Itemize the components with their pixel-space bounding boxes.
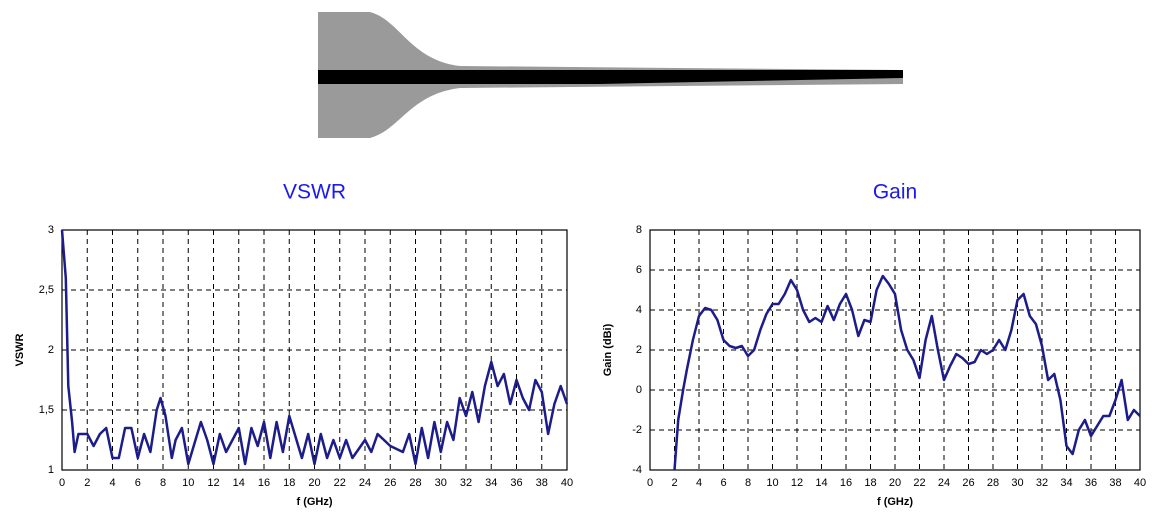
y-tick-label: 2 — [636, 344, 642, 356]
y-tick-label: 6 — [636, 264, 642, 276]
x-tick-label: 24 — [938, 477, 950, 489]
y-tick-label: 8 — [636, 224, 642, 236]
x-tick-label: 16 — [840, 477, 852, 489]
y-axis-label: Gain (dBi) — [602, 323, 614, 376]
x-tick-label: 38 — [536, 477, 548, 489]
x-tick-label: 8 — [160, 477, 166, 489]
data-line — [60, 229, 569, 466]
y-tick-label: -4 — [632, 464, 642, 476]
x-tick-label: 24 — [359, 477, 371, 489]
chart-title: Gain — [873, 181, 917, 204]
antenna-drawing — [318, 12, 903, 138]
y-axis-label: VSWR — [14, 333, 26, 366]
x-tick-label: 32 — [1036, 477, 1048, 489]
x-tick-label: 28 — [987, 477, 999, 489]
y-tick-label: 0 — [636, 384, 642, 396]
x-tick-label: 38 — [1109, 477, 1121, 489]
x-tick-label: 20 — [889, 477, 901, 489]
x-tick-label: 6 — [135, 477, 141, 489]
plot-frame — [649, 229, 1141, 471]
x-tick-label: 22 — [334, 477, 346, 489]
x-tick-label: 4 — [696, 477, 702, 489]
x-tick-label: 30 — [435, 477, 447, 489]
x-tick-label: 4 — [109, 477, 115, 489]
x-tick-label: 2 — [671, 477, 677, 489]
x-tick-label: 30 — [1011, 477, 1023, 489]
x-tick-label: 0 — [59, 477, 65, 489]
x-tick-label: 12 — [207, 477, 219, 489]
x-tick-label: 0 — [647, 477, 653, 489]
plot-frame — [61, 229, 568, 471]
chart-title: VSWR — [283, 181, 346, 204]
x-axis-label: f (GHz) — [877, 496, 913, 508]
x-tick-label: 20 — [308, 477, 320, 489]
x-tick-label: 14 — [815, 477, 827, 489]
x-tick-label: 28 — [409, 477, 421, 489]
x-tick-label: 10 — [182, 477, 194, 489]
y-tick-label: 2 — [48, 344, 54, 356]
y-tick-label: 1 — [48, 464, 54, 476]
y-tick-label: 1,5 — [39, 404, 54, 416]
x-tick-label: 40 — [1134, 477, 1146, 489]
y-tick-label: 4 — [636, 304, 642, 316]
x-tick-label: 2 — [84, 477, 90, 489]
x-tick-label: 10 — [766, 477, 778, 489]
x-tick-label: 14 — [233, 477, 245, 489]
y-tick-label: -2 — [632, 424, 642, 436]
x-tick-label: 18 — [283, 477, 295, 489]
antenna-taper — [600, 78, 903, 84]
x-tick-label: 12 — [791, 477, 803, 489]
x-tick-label: 32 — [460, 477, 472, 489]
x-tick-label: 26 — [384, 477, 396, 489]
data-line — [673, 274, 1141, 471]
x-tick-label: 6 — [720, 477, 726, 489]
x-tick-label: 36 — [1085, 477, 1097, 489]
antenna-strip — [318, 70, 903, 84]
x-tick-label: 34 — [485, 477, 497, 489]
x-tick-label: 18 — [864, 477, 876, 489]
x-tick-label: 8 — [745, 477, 751, 489]
x-tick-label: 36 — [510, 477, 522, 489]
x-tick-label: 26 — [962, 477, 974, 489]
x-axis-label: f (GHz) — [296, 496, 332, 508]
x-tick-label: 34 — [1060, 477, 1072, 489]
x-tick-label: 22 — [913, 477, 925, 489]
x-tick-label: 40 — [561, 477, 573, 489]
y-tick-label: 3 — [48, 224, 54, 236]
y-tick-label: 2,5 — [39, 284, 54, 296]
x-tick-label: 16 — [258, 477, 270, 489]
